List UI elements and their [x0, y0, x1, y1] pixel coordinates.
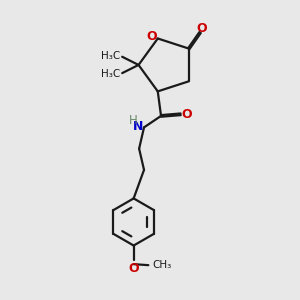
Text: N: N — [133, 120, 143, 133]
Text: O: O — [147, 30, 157, 44]
Text: H: H — [129, 114, 138, 127]
Text: CH₃: CH₃ — [152, 260, 172, 270]
Text: O: O — [181, 108, 192, 121]
Text: H₃C: H₃C — [101, 51, 121, 61]
Text: H₃C: H₃C — [101, 69, 121, 79]
Text: O: O — [128, 262, 139, 275]
Text: O: O — [197, 22, 207, 35]
